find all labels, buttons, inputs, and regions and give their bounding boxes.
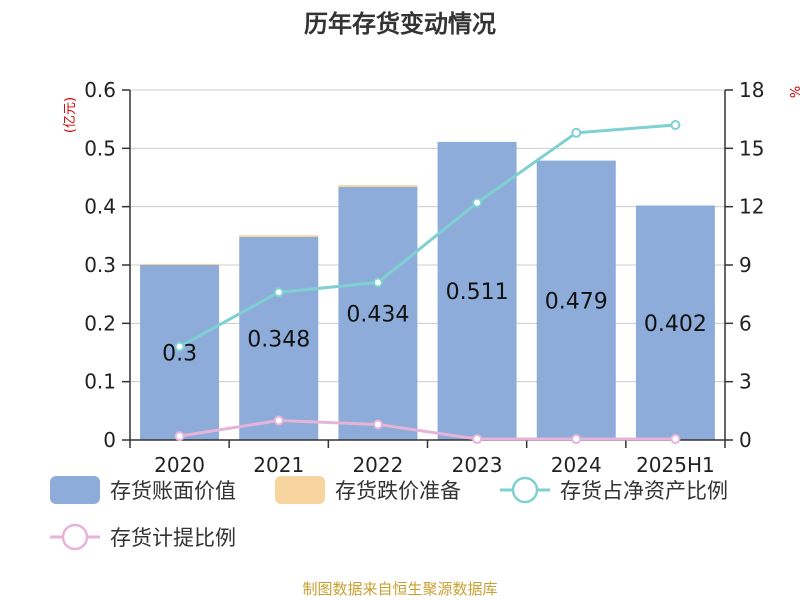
point-provision-ratio	[273, 415, 284, 426]
legend-impairment-reserve-label: 存货跌价准备	[335, 479, 461, 503]
right-tick-label: 6	[739, 311, 752, 335]
x-tick-label: 2020	[154, 453, 205, 477]
bar-book-value	[140, 265, 220, 440]
legend-net-asset-ratio-label: 存货占净资产比例	[560, 479, 728, 503]
right-tick-label: 9	[739, 253, 752, 277]
grid-lines	[130, 89, 725, 383]
line-net-asset-ratio	[178, 123, 676, 348]
line-layer	[174, 120, 681, 445]
bar-impairment-reserve	[239, 235, 319, 237]
bar-value-label: 0.402	[644, 312, 707, 337]
point-provision-ratio	[670, 434, 681, 445]
left-tick-label: 0.3	[84, 253, 116, 277]
bar-value-label: 0.479	[545, 289, 608, 314]
point-net-asset-ratio	[670, 120, 681, 130]
bar-value-label: 0.511	[446, 280, 509, 305]
point-provision-ratio	[174, 431, 185, 442]
legend-provision-ratio-swatch-marker	[61, 523, 89, 551]
point-net-asset-ratio	[472, 197, 483, 208]
point-net-asset-ratio	[273, 287, 284, 298]
bar-value-label: 0.434	[346, 302, 409, 327]
bar-book-value	[437, 141, 517, 440]
left-axis-unit: (亿元)	[63, 97, 78, 133]
legend-net-asset-ratio-swatch-marker	[511, 476, 539, 504]
bar-impairment-reserve	[140, 263, 220, 265]
legend-impairment-reserve-swatch	[275, 476, 325, 504]
point-provision-ratio	[472, 434, 483, 445]
point-provision-ratio	[571, 434, 582, 445]
bar-book-value	[536, 160, 616, 441]
legend-provision-ratio-label: 存货计提比例	[110, 526, 236, 550]
right-axis-unit: %	[789, 86, 800, 98]
left-tick-label: 0.5	[84, 136, 116, 160]
bar-value-label: 0.348	[247, 328, 310, 353]
x-tick-label: 2025H1	[636, 453, 715, 477]
left-tick-label: 0	[103, 428, 116, 452]
line-provision-ratio	[179, 419, 676, 441]
bar-impairment-reserve	[338, 185, 418, 187]
bar-book-value	[239, 237, 319, 440]
right-tick-label: 3	[739, 370, 752, 394]
legend-book-value-label: 存货账面价值	[110, 479, 236, 503]
right-tick-label: 12	[739, 195, 764, 219]
point-net-asset-ratio	[372, 277, 383, 288]
x-tick-label: 2024	[551, 453, 602, 477]
right-tick-label: 18	[739, 78, 764, 102]
x-tick-label: 2022	[352, 453, 403, 477]
bar-book-value	[635, 205, 715, 440]
x-tick-label: 2021	[253, 453, 304, 477]
point-net-asset-ratio	[174, 341, 185, 352]
point-net-asset-ratio	[571, 127, 582, 138]
bar-book-value	[338, 186, 418, 440]
left-tick-label: 0.2	[84, 311, 116, 335]
left-tick-label: 0.6	[84, 78, 116, 102]
bar-layer	[140, 141, 715, 441]
point-provision-ratio	[372, 419, 383, 430]
right-tick-label: 15	[739, 136, 764, 160]
source-note: 制图数据来自恒生聚源数据库	[302, 580, 497, 598]
data-labels: 0.3 0.348 0.434 0.511 0.479 0.402	[162, 280, 707, 367]
x-tick-label: 2023	[452, 453, 503, 477]
right-tick-label: 0	[739, 428, 752, 452]
axes: 0 0 0.1 3 0.2 6 0.3 9 0.4 12 0.5 15 0.6 18 2020 2021 202…	[84, 78, 764, 477]
bar-value-label: 0.3	[162, 342, 197, 367]
left-tick-label: 0.1	[84, 370, 116, 394]
legend-book-value-swatch	[50, 476, 100, 504]
chart-title: 历年存货变动情况	[304, 10, 496, 38]
left-tick-label: 0.4	[84, 195, 116, 219]
